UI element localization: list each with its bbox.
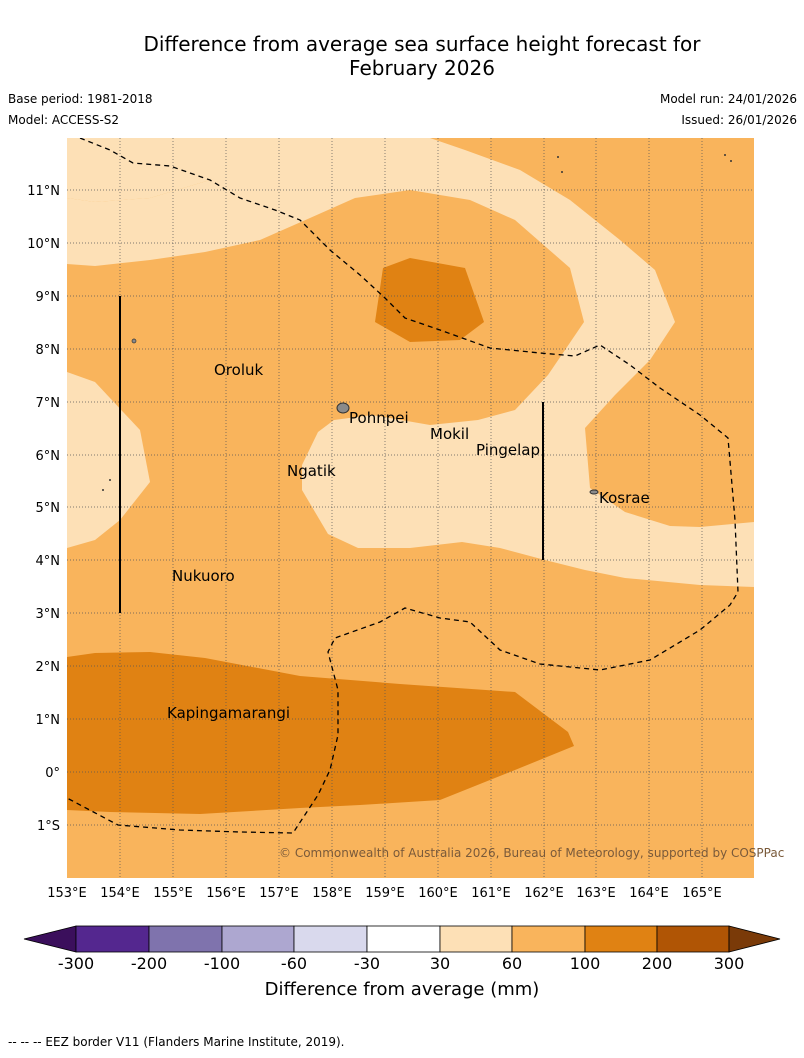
lon-tick: 154°E	[100, 886, 140, 901]
lon-tick: 165°E	[682, 886, 722, 901]
colorbar-segment	[221, 925, 295, 953]
lat-tick: 4°N	[36, 554, 61, 569]
eez-legend: -- -- -- EEZ border V11 (Flanders Marine…	[8, 1035, 345, 1049]
lon-tick: 159°E	[365, 886, 405, 901]
lon-tick: 156°E	[206, 886, 246, 901]
place-label: Mokil	[430, 425, 469, 443]
place-label: Pingelap	[476, 441, 540, 459]
colorbar-segment	[366, 925, 441, 953]
colorbar-label: Difference from average (mm)	[265, 979, 540, 1000]
colorbar-segment	[511, 925, 586, 953]
base-period: Base period: 1981-2018	[8, 92, 153, 106]
lat-tick: 2°N	[36, 660, 61, 675]
colorbar-segment	[584, 925, 658, 953]
contour-fields	[67, 138, 754, 878]
island-marker	[557, 156, 559, 158]
colorbar-tick: 60	[502, 954, 522, 973]
colorbar-segment	[75, 925, 150, 953]
model-run: Model run: 24/01/2026	[659, 92, 797, 106]
lon-tick: 153°E	[47, 886, 87, 901]
title-line-2: February 2026	[349, 56, 495, 80]
contour-100-200-south	[67, 652, 574, 814]
lon-tick: 164°E	[629, 886, 669, 901]
colorbar-segment	[439, 925, 513, 953]
contour-30-60-nw	[67, 138, 300, 202]
colorbar-tick: -60	[281, 954, 307, 973]
lon-tick: 161°E	[471, 886, 511, 901]
chart-title: Difference from average sea surface heig…	[0, 32, 804, 80]
lat-tick: 1°S	[37, 819, 60, 834]
lon-tick: 155°E	[153, 886, 193, 901]
lon-tick: 162°E	[524, 886, 564, 901]
island-marker	[730, 160, 732, 162]
lat-tick: 0°	[45, 766, 60, 781]
contour-30-60-central	[67, 138, 754, 587]
lat-tick: 10°N	[27, 237, 60, 252]
colorbar-segment	[293, 925, 368, 953]
lat-tick: 3°N	[36, 607, 61, 622]
colorbar-segment	[656, 925, 730, 953]
colorbar-tick: 100	[570, 954, 601, 973]
issued-date: Issued: 26/01/2026	[681, 113, 797, 127]
lon-tick: 163°E	[576, 886, 616, 901]
colorbar-tick: 300	[714, 954, 745, 973]
lat-tick: 5°N	[36, 501, 61, 516]
colorbar-segment	[148, 925, 223, 953]
colorbar-tick: -30	[354, 954, 380, 973]
colorbar-tick: -200	[131, 954, 167, 973]
place-label: Oroluk	[214, 361, 263, 379]
lat-tick: 11°N	[27, 184, 60, 199]
lon-axis: 153°E 154°E 155°E 156°E 157°E 158°E 159°…	[47, 886, 722, 901]
colorbar-extend-low	[23, 925, 77, 953]
colorbar	[23, 925, 781, 953]
colorbar-ticks: -300 -200 -100 -60 -30 30 60 100 200 300	[58, 954, 744, 973]
lat-tick: 7°N	[36, 396, 61, 411]
colorbar-tick: 200	[642, 954, 673, 973]
copyright-text: © Commonwealth of Australia 2026, Bureau…	[279, 846, 784, 860]
place-label: Ngatik	[287, 462, 336, 480]
lat-tick: 9°N	[36, 290, 61, 305]
island-marker	[131, 338, 137, 344]
contour-100-200-north	[375, 258, 484, 342]
colorbar-tick: -100	[204, 954, 240, 973]
contour-30-60-west	[67, 372, 150, 548]
island-marker	[724, 154, 726, 156]
place-label: Kapingamarangi	[167, 704, 290, 722]
title-line-1: Difference from average sea surface heig…	[143, 32, 701, 56]
model-name: Model: ACCESS-S2	[8, 113, 120, 127]
lat-tick: 8°N	[36, 343, 61, 358]
colorbar-extend-high	[728, 925, 781, 953]
eez-border	[67, 138, 739, 834]
island-marker	[109, 479, 111, 481]
lat-tick: 1°N	[36, 713, 61, 728]
colorbar-tick: -300	[58, 954, 94, 973]
island-marker	[102, 489, 104, 491]
place-labels: Oroluk Pohnpei Mokil Pingelap Kosrae Nga…	[167, 361, 650, 722]
lat-axis: 11°N 10°N 9°N 8°N 7°N 6°N 5°N 4°N 3°N 2°…	[27, 184, 60, 834]
lon-tick: 160°E	[418, 886, 458, 901]
colorbar-tick: 30	[430, 954, 450, 973]
island-marker	[561, 171, 563, 173]
place-label: Pohnpei	[349, 409, 409, 427]
lat-tick: 6°N	[36, 449, 61, 464]
place-label: Nukuoro	[172, 567, 235, 585]
kosrae-island	[589, 489, 599, 495]
lon-tick: 158°E	[312, 886, 352, 901]
lon-tick: 157°E	[259, 886, 299, 901]
place-label: Kosrae	[599, 489, 650, 507]
pohnpei-island	[336, 402, 350, 414]
